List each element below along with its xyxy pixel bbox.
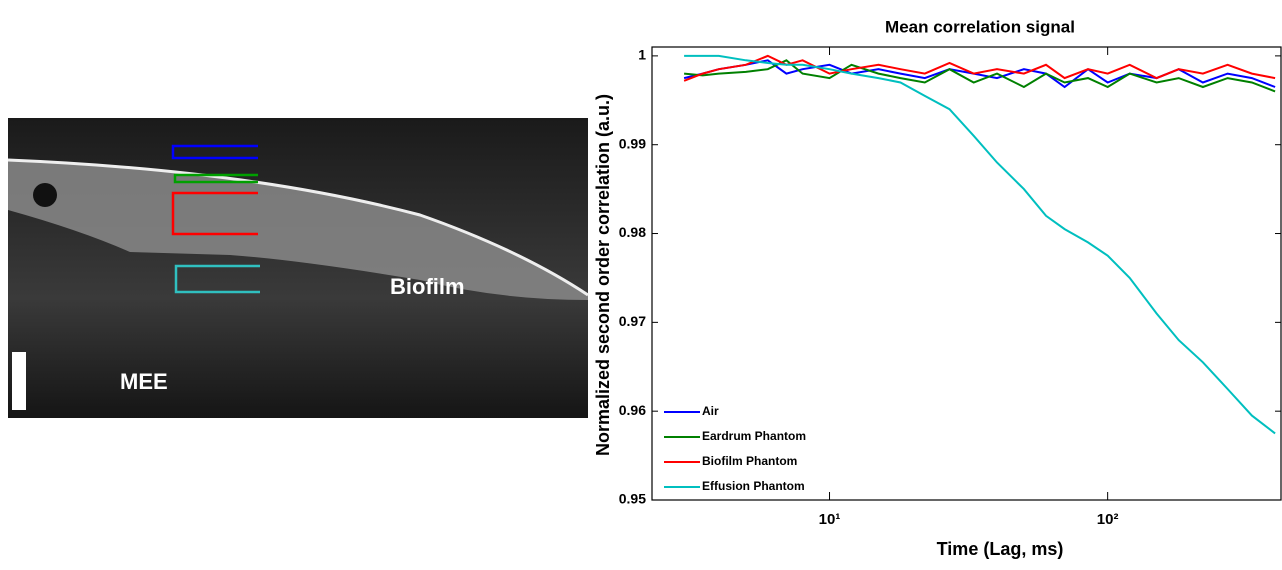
roi-green [173,173,258,184]
tissue-band [8,160,588,300]
x-axis-label: Time (Lag, ms) [937,539,1064,559]
scale-bar [12,352,26,410]
roi-red [171,191,258,236]
legend-label: Biofilm Phantom [702,454,797,468]
y-tick-label: 0.98 [619,224,646,240]
oct-image: Biofilm MEE [7,118,589,418]
plot-frame [651,46,1282,501]
chart-title: Mean correlation signal [885,17,1075,36]
y-tick-label: 0.97 [619,313,646,329]
y-tick-label: 0.95 [619,491,646,507]
y-tick-label: 0.99 [619,135,646,151]
x-tick-label: 10¹ [819,511,841,528]
roi-blue [171,144,258,160]
image-label: MEE [120,369,168,394]
series-line [683,54,1276,82]
legend-label: Effusion Phantom [702,479,805,493]
legend-label: Air [702,404,719,418]
y-axis-label: Normalized second order correlation (a.u… [593,94,613,456]
series-line [684,59,1276,93]
x-tick-label: 10² [1097,511,1119,528]
tissue-surface [7,158,589,297]
legend-label: Eardrum Phantom [702,429,806,443]
cavity [33,183,57,207]
series-line [684,54,1276,435]
y-tick-label: 1 [638,47,646,63]
image-label: Biofilm [390,274,465,299]
roi-cyan [174,264,260,294]
y-tick-label: 0.96 [619,402,646,418]
